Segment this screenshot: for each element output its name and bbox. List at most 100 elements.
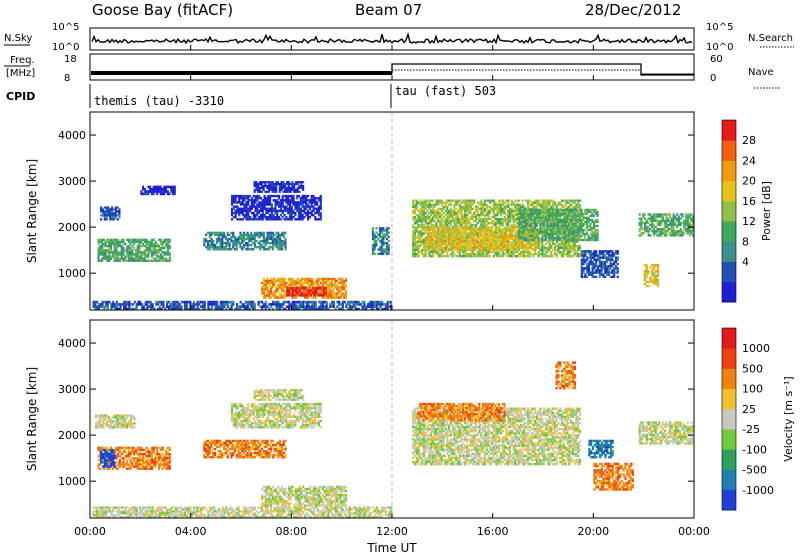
heatmap-cell	[241, 199, 244, 202]
heatmap-cell	[478, 254, 481, 258]
heatmap-cell	[286, 300, 289, 304]
heatmap-cell	[422, 211, 425, 215]
heatmap-cell	[541, 199, 544, 202]
heatmap-cell	[282, 286, 285, 289]
heatmap-cell	[568, 201, 571, 204]
heatmap-cell	[311, 289, 315, 292]
heatmap-cell	[149, 242, 152, 246]
heatmap-cell	[303, 194, 306, 198]
heatmap-cell	[232, 233, 235, 237]
heatmap-cell	[575, 220, 578, 223]
heatmap-cell	[168, 247, 171, 250]
heatmap-cell	[271, 190, 274, 193]
heatmap-cell	[523, 208, 526, 212]
heatmap-cell	[328, 283, 331, 287]
heatmap-cell	[528, 245, 532, 249]
heatmap-cell	[221, 237, 224, 241]
heatmap-cell	[325, 277, 328, 281]
heatmap-cell	[270, 281, 273, 285]
heatmap-cell	[419, 217, 422, 221]
heatmap-cell	[293, 281, 296, 285]
heatmap-cell	[287, 181, 290, 184]
heatmap-cell	[241, 209, 244, 213]
heatmap-cell	[259, 300, 262, 304]
heatmap-cell	[255, 186, 258, 190]
heatmap-cell	[162, 300, 165, 304]
heatmap-cell	[275, 237, 278, 241]
heatmap-cell	[462, 248, 465, 251]
heatmap-cell	[156, 242, 159, 246]
heatmap-cell	[462, 220, 465, 223]
heatmap-cell	[573, 199, 576, 202]
heatmap-cell	[413, 205, 417, 209]
heatmap-cell	[428, 201, 431, 204]
heatmap-cell	[319, 201, 322, 204]
heatmap-cell	[543, 244, 546, 248]
heatmap-cell	[118, 244, 121, 248]
heatmap-cell	[577, 240, 580, 243]
heatmap-cell	[386, 300, 389, 304]
heatmap-cell	[276, 211, 279, 215]
heatmap-cell	[270, 296, 273, 299]
heatmap-cell	[230, 218, 234, 221]
heatmap-cell	[311, 281, 314, 285]
heatmap-cell	[534, 233, 537, 236]
heatmap-cell	[568, 252, 571, 256]
heatmap-cell	[415, 220, 418, 223]
heatmap-cell	[575, 250, 578, 254]
heatmap-cell	[122, 242, 125, 246]
heatmap-cell	[485, 205, 488, 209]
heatmap-cell	[283, 218, 286, 221]
heatmap-cell	[288, 213, 292, 217]
heatmap-cell	[272, 213, 275, 217]
heatmap-cell	[507, 229, 510, 232]
heatmap-cell	[509, 248, 512, 251]
heatmap-cell	[448, 226, 451, 229]
heatmap-cell	[292, 194, 295, 198]
heatmap-cell	[293, 186, 296, 190]
heatmap-cell	[207, 305, 210, 308]
heatmap-cell	[512, 209, 515, 213]
heatmap-cell	[110, 255, 113, 258]
heatmap-cell	[526, 201, 530, 204]
heatmap-cell	[284, 184, 287, 188]
heatmap-cell	[474, 207, 478, 211]
heatmap-cell	[543, 205, 546, 209]
heatmap-cell	[530, 212, 533, 216]
heatmap-cell	[206, 231, 209, 235]
heatmap-cell	[430, 209, 433, 213]
heatmap-cell	[120, 249, 123, 252]
heatmap-cell	[500, 203, 503, 206]
heatmap-cell	[122, 251, 125, 254]
heatmap-cell	[278, 281, 282, 285]
heatmap-cell	[319, 199, 322, 202]
heatmap-cell	[313, 307, 316, 311]
heatmap-cell	[142, 307, 145, 311]
heatmap-cell	[440, 245, 443, 249]
heatmap-cell	[502, 241, 505, 245]
heatmap-cell	[467, 252, 470, 256]
heatmap-cell	[475, 248, 478, 251]
heatmap-cell	[280, 184, 283, 188]
heatmap-cell	[512, 224, 515, 227]
heatmap-cell	[546, 203, 549, 206]
heatmap-cell	[514, 220, 517, 223]
heatmap-cell	[100, 206, 103, 209]
heatmap-cell	[96, 300, 99, 304]
heatmap-cell	[226, 248, 229, 251]
heatmap-cell	[516, 254, 519, 258]
heatmap-cell	[115, 244, 118, 248]
heatmap-cell	[466, 243, 469, 247]
heatmap-cell	[456, 199, 460, 202]
heatmap-cell	[288, 289, 291, 292]
heatmap-cell	[163, 253, 166, 256]
heatmap-cell	[282, 182, 285, 186]
heatmap-cell	[526, 199, 530, 202]
heatmap-cell	[387, 235, 390, 239]
heatmap-cell	[446, 227, 449, 230]
heatmap-cell	[512, 241, 515, 245]
heatmap-cell	[491, 199, 494, 202]
heatmap-cell	[449, 209, 452, 213]
heatmap-cell	[269, 186, 272, 190]
heatmap-cell	[487, 235, 490, 238]
